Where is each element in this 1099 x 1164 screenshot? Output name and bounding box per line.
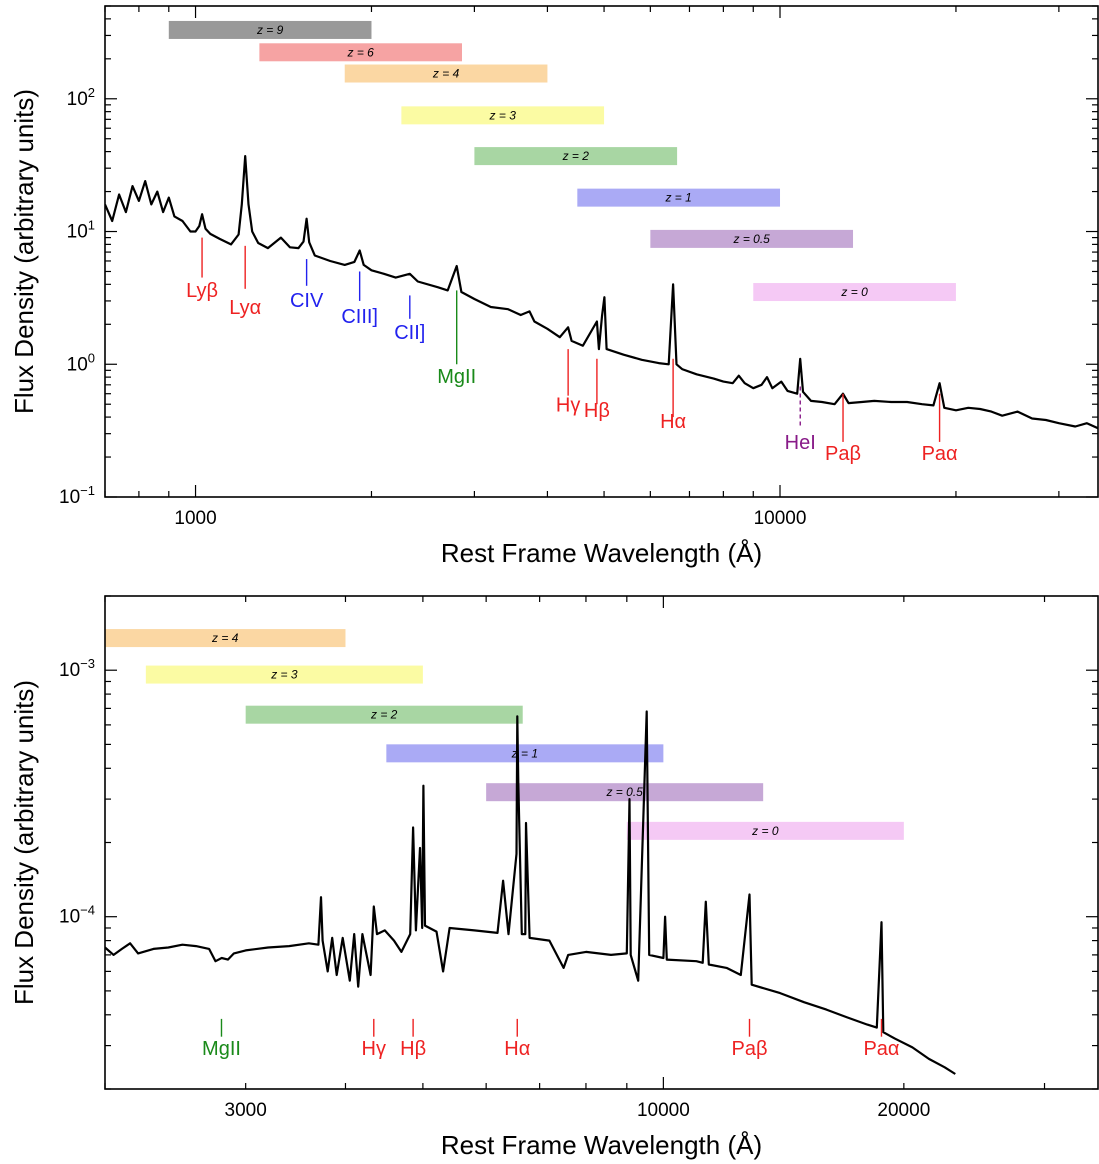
y-tick-label: 102: [67, 85, 95, 110]
redshift-band-label: z = 1: [511, 746, 538, 760]
redshift-band-z-2: [474, 147, 678, 166]
line-label-h: Hα: [660, 411, 686, 433]
line-label-pa: Paβ: [732, 1038, 768, 1060]
x-tick-label: 20000: [877, 1100, 930, 1121]
redshift-band-z-1: [577, 188, 781, 207]
redshift-band-z-0-5: [650, 229, 854, 248]
spectrum-line: [105, 155, 1098, 430]
line-label-cii: CII]: [394, 322, 425, 344]
redshift-band-label: z = 0.5: [733, 232, 771, 246]
top-plot: z = 9 z = 6 z = 4 z = 3 z = 2 z = 1 z = 0.5 z =…: [9, 5, 1099, 568]
redshift-band-z-0: [753, 283, 956, 302]
line-label-h: Hβ: [400, 1038, 426, 1060]
spectrum-line: [105, 710, 956, 1075]
redshift-band-z-6: [259, 43, 463, 62]
x-axis-title: Rest Frame Wavelength (Å): [441, 538, 762, 568]
line-label-pa: Paα: [863, 1038, 899, 1060]
redshift-band-label: z = 9: [256, 23, 284, 37]
plot-frame: [104, 5, 1099, 498]
redshift-band-label: z = 2: [370, 708, 398, 722]
line-label-h: Hα: [504, 1038, 530, 1060]
redshift-band-z-3: [401, 106, 605, 125]
line-label-civ: CIV: [290, 290, 324, 312]
y-axis-title: Flux Density (arbitrary units): [9, 89, 39, 414]
redshift-band-label: z = 1: [664, 191, 691, 205]
redshift-band-z-0: [626, 821, 904, 840]
redshift-band-z-9: [168, 20, 372, 39]
y-tick-label: 10−1: [59, 483, 95, 508]
line-label-h: Hγ: [556, 395, 580, 417]
y-axis-title: Flux Density (arbitrary units): [9, 680, 39, 1005]
redshift-band-label: z = 0.5: [605, 785, 643, 799]
line-label-ly: Lyβ: [186, 280, 218, 302]
x-axis-title: Rest Frame Wavelength (Å): [441, 1130, 762, 1160]
redshift-band-label: z = 3: [270, 668, 298, 682]
line-label-hei: HeI: [785, 432, 816, 454]
x-tick-label: 3000: [225, 1100, 267, 1121]
line-label-h: Hβ: [584, 400, 610, 422]
x-tick-label: 10000: [754, 508, 807, 529]
x-tick-label: 10000: [637, 1100, 690, 1121]
y-tick-label: 100: [67, 350, 95, 375]
y-tick-label: 10−4: [59, 903, 95, 928]
bottom-plot: z = 4 z = 3 z = 2 z = 1 z = 0.5 z = 0 MgII Hγ Hβ…: [9, 595, 1099, 1160]
redshift-band-z-1: [386, 744, 664, 763]
redshift-band-label: z = 4: [211, 631, 239, 645]
redshift-band-z-4: [105, 629, 346, 648]
line-label-mgii: MgII: [202, 1038, 241, 1060]
line-label-h: Hγ: [362, 1038, 386, 1060]
line-label-ciii: CIII]: [341, 306, 378, 328]
redshift-band-z-3: [145, 665, 423, 684]
redshift-band-z-4: [344, 64, 548, 83]
redshift-band-label: z = 6: [347, 45, 375, 59]
redshift-band-label: z = 0: [751, 824, 779, 838]
redshift-band-z-0-5: [486, 783, 764, 802]
redshift-band-label: z = 3: [489, 108, 517, 122]
redshift-band-label: z = 4: [432, 67, 460, 81]
y-tick-label: 101: [67, 218, 95, 243]
line-label-ly: Lyα: [229, 297, 261, 319]
line-label-pa: Paβ: [825, 443, 861, 465]
line-label-pa: Paα: [922, 443, 958, 465]
y-tick-label: 10−3: [59, 656, 95, 681]
x-tick-label: 1000: [174, 508, 216, 529]
redshift-band-z-2: [245, 705, 523, 724]
redshift-band-label: z = 2: [562, 149, 590, 163]
line-label-mgii: MgII: [437, 366, 476, 388]
redshift-band-label: z = 0: [840, 285, 868, 299]
